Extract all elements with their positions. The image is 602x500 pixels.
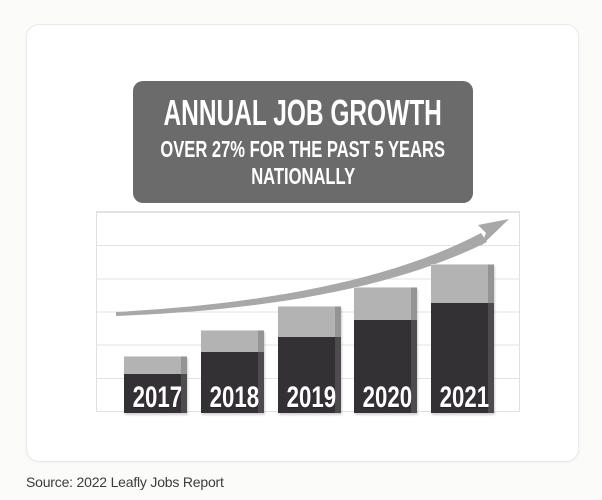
bar-segment-base: 2021 [431,303,494,413]
bar-segment-growth [354,287,418,321]
bar-segment-base: 2018 [200,351,264,414]
bar-2017: 2017 [124,355,187,414]
bar-year-label: 2017 [132,380,183,414]
trend-arrow-icon [116,219,509,316]
bar-year-label: 2019 [286,380,336,414]
chart-card: ANNUAL JOB GROWTH OVER 27% FOR THE PAST … [26,24,579,462]
bar-segment-growth [124,355,187,374]
chart-title-sub1: OVER 27% FOR THE PAST 5 YEARS [160,136,446,163]
bar-segment-growth [200,329,264,352]
bar-segment-growth [277,306,341,337]
bar-2020: 2020 [354,287,418,414]
bar-segment-base: 2017 [124,373,187,414]
bar-segment-growth [431,264,494,304]
bar-segment-base: 2020 [354,320,418,414]
bars-group: 2017 2018 2019 2020 2021 [97,212,519,414]
chart-plot-area: 2017 2018 2019 2020 2021 [96,211,520,414]
source-caption: Source: 2022 Leafly Jobs Report [26,474,224,490]
bar-2021: 2021 [431,264,494,413]
bar-2018: 2018 [200,329,264,414]
chart-title-main: ANNUAL JOB GROWTH [163,92,443,134]
bar-2019: 2019 [277,306,341,414]
bar-year-label: 2020 [362,380,413,414]
bar-year-label: 2021 [439,380,490,414]
bar-segment-base: 2019 [277,336,341,414]
chart-title-sub2: NATIONALLY [251,162,355,189]
title-box: ANNUAL JOB GROWTH OVER 27% FOR THE PAST … [133,81,473,203]
bar-year-label: 2018 [209,380,259,414]
